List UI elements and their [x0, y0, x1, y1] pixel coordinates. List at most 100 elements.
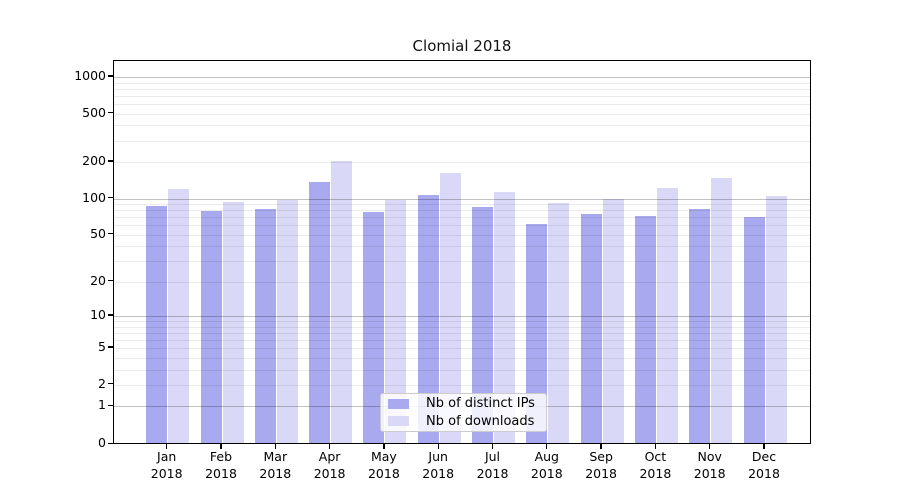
x-tick-mark	[709, 444, 711, 449]
x-tick-month: Nov	[697, 449, 722, 464]
y-tick-label: 10	[90, 307, 106, 322]
x-tick-mark	[220, 444, 222, 449]
x-tick-year: 2018	[205, 465, 237, 481]
x-tick-year: 2018	[422, 465, 455, 481]
gridline-minor	[114, 162, 810, 163]
x-tick-year: 2018	[259, 465, 292, 481]
bar-downloads	[331, 161, 353, 443]
gridline-minor	[114, 95, 810, 97]
gridline-minor	[114, 82, 810, 84]
legend-label: Nb of distinct IPs	[426, 396, 535, 412]
bar-downloads	[765, 196, 787, 443]
x-tick-year: 2018	[367, 465, 400, 481]
x-tick-year: 2018	[585, 465, 617, 481]
x-tick-year: 2018	[476, 465, 509, 481]
y-tick-label: 200	[82, 153, 106, 168]
x-tick-month: May	[370, 449, 397, 464]
gridline-minor	[114, 88, 810, 90]
x-tick-mark	[763, 444, 765, 449]
x-tick-year: 2018	[639, 465, 672, 481]
y-tick-mark	[108, 383, 113, 385]
x-tick-label: Jul 2018	[465, 449, 521, 482]
gridline-major	[114, 198, 810, 200]
bar-downloads	[656, 188, 678, 443]
y-tick-mark	[108, 314, 113, 316]
bar-distinct-ips	[254, 208, 276, 443]
y-tick-label: 5	[98, 339, 106, 355]
x-tick-label: Jun 2018	[410, 449, 466, 482]
gridline-minor	[114, 204, 810, 205]
y-tick-mark	[108, 111, 113, 114]
gridline-minor	[114, 140, 810, 142]
x-tick-mark	[491, 444, 494, 449]
bar-distinct-ips	[689, 208, 711, 443]
bar-downloads	[494, 192, 515, 443]
bar-distinct-ips	[472, 207, 493, 443]
bar-downloads	[276, 200, 298, 443]
gridline-minor	[114, 113, 810, 115]
bar-downloads	[602, 199, 624, 443]
x-tick-month: Jul	[484, 449, 501, 464]
x-tick-mark	[437, 444, 439, 449]
bar-distinct-ips	[526, 223, 548, 443]
x-tick-month: Dec	[751, 449, 777, 464]
x-tick-label: Apr 2018	[302, 449, 358, 482]
bar-distinct-ips	[309, 181, 331, 443]
bar-distinct-ips	[634, 216, 656, 443]
chart-title: Clomial 2018	[412, 37, 512, 55]
bar-downloads	[168, 189, 190, 443]
x-tick-mark	[383, 444, 385, 449]
x-tick-month: Jun	[428, 449, 448, 464]
y-tick-label: 0	[98, 435, 106, 451]
bar-downloads	[711, 177, 733, 443]
y-tick-mark	[108, 233, 113, 235]
x-tick-mark	[600, 444, 602, 449]
x-tick-label: Mar 2018	[247, 449, 303, 482]
x-tick-label: Jan 2018	[139, 449, 195, 482]
y-tick-label: 1	[98, 397, 106, 413]
y-tick-label: 100	[82, 189, 106, 205]
bar-distinct-ips	[146, 205, 168, 443]
x-tick-label: Nov 2018	[682, 449, 738, 482]
y-tick-label: 50	[90, 225, 106, 241]
x-tick-year: 2018	[748, 465, 780, 481]
y-tick-mark	[108, 404, 113, 406]
x-tick-label: Sep 2018	[573, 449, 629, 482]
x-tick-month: Jan	[157, 449, 177, 464]
x-tick-month: Aug	[534, 449, 559, 464]
y-tick-mark	[108, 346, 113, 348]
bar-downloads	[222, 201, 244, 443]
x-tick-month: Apr	[318, 449, 341, 464]
legend-label: Nb of downloads	[426, 413, 535, 429]
y-tick-mark	[108, 442, 113, 444]
legend: Nb of distinct IPs Nb of downloads	[380, 393, 547, 432]
y-tick-label: 20	[90, 272, 106, 288]
x-tick-label: Dec 2018	[736, 449, 792, 482]
bar-distinct-ips	[580, 214, 602, 443]
x-tick-month: Mar	[263, 449, 288, 464]
y-tick-label: 2	[98, 375, 106, 391]
legend-swatch-distinct-ips	[388, 398, 409, 409]
legend-item: Nb of downloads	[388, 414, 540, 430]
bar-downloads	[439, 173, 461, 443]
gridline-minor	[114, 104, 810, 105]
bar-distinct-ips	[417, 195, 439, 443]
x-tick-mark	[274, 444, 276, 449]
x-tick-label: Aug 2018	[519, 449, 575, 482]
y-tick-label: 500	[82, 104, 106, 120]
legend-swatch-downloads	[388, 416, 409, 427]
bar-distinct-ips	[363, 211, 385, 443]
gridline-minor	[114, 125, 810, 127]
x-tick-label: May 2018	[356, 449, 412, 482]
bar-distinct-ips	[200, 210, 222, 443]
bar-downloads	[385, 200, 407, 443]
y-tick-mark	[108, 75, 113, 77]
x-tick-mark	[166, 444, 168, 449]
x-tick-month: Sep	[589, 449, 613, 464]
legend-item: Nb of distinct IPs	[388, 396, 540, 412]
plot-area: Nb of distinct IPs Nb of downloads	[113, 60, 811, 444]
x-tick-label: Oct 2018	[627, 449, 683, 482]
x-tick-month: Feb	[209, 449, 233, 464]
y-tick-mark	[108, 196, 113, 199]
